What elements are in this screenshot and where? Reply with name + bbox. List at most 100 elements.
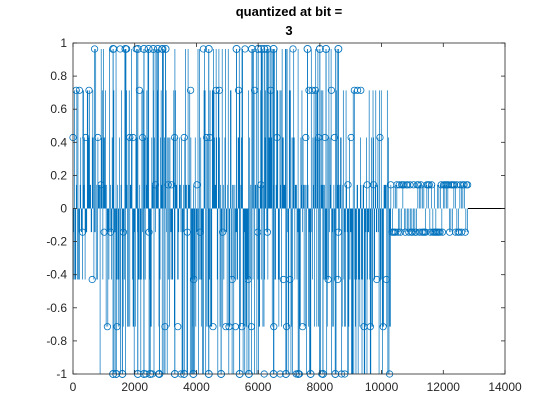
x-tick-label: 8000	[307, 380, 334, 394]
stem-marker	[212, 86, 220, 94]
y-tick-label: -0.8	[46, 334, 67, 348]
stem-marker-extreme	[109, 45, 118, 53]
stem-marker-extreme	[140, 45, 148, 53]
stem-marker	[422, 228, 430, 236]
chart-title-line-2: 3	[285, 23, 292, 38]
stem-marker	[103, 323, 112, 331]
stem-marker	[222, 323, 230, 331]
stem-marker	[228, 275, 236, 284]
stem-marker	[282, 323, 291, 331]
stem-marker	[183, 228, 191, 236]
stem-marker	[174, 323, 182, 331]
stem-lines-segment	[390, 184, 468, 233]
stem-marker	[206, 133, 214, 142]
stem-marker	[273, 133, 281, 142]
stem-marker	[145, 228, 153, 236]
stem-marker	[321, 133, 329, 142]
stem-marker	[461, 228, 469, 236]
stem-marker	[180, 133, 188, 142]
stem-marker	[373, 275, 381, 284]
stem-marker	[394, 228, 402, 236]
stem-marker	[327, 86, 335, 94]
stem-marker-extreme	[334, 45, 343, 53]
stem-marker	[247, 323, 255, 331]
stem-marker	[324, 275, 332, 284]
stem-marker	[238, 323, 246, 331]
stem-marker-extreme	[232, 45, 241, 53]
y-tick-label: -0.6	[46, 301, 67, 315]
stem-marker	[357, 86, 365, 94]
stem-marker	[406, 181, 414, 189]
stem-marker	[113, 323, 121, 331]
stem-marker	[458, 228, 466, 236]
stem-marker	[460, 181, 468, 189]
stem-marker	[199, 45, 207, 53]
x-tick-label: 4000	[183, 380, 210, 394]
stem-marker	[91, 45, 99, 53]
stem-marker	[334, 275, 342, 284]
x-tick-label: 10000	[365, 380, 399, 394]
stem-marker	[263, 228, 271, 236]
stem-marker	[334, 228, 342, 236]
stem-marker	[126, 133, 134, 142]
stem-marker	[396, 228, 405, 236]
stem-marker	[298, 323, 307, 331]
y-tick-label: 0.2	[50, 168, 67, 182]
x-tick-label: 14000	[488, 380, 522, 394]
stem-marker	[88, 275, 96, 284]
stem-marker	[215, 86, 223, 94]
stem-marker	[270, 323, 278, 331]
stem-marker-extreme	[257, 45, 266, 53]
stem-marker	[392, 228, 400, 236]
stem-marker	[119, 228, 128, 236]
stem-marker	[244, 275, 252, 284]
stem-marker	[266, 86, 275, 94]
stem-marker	[196, 228, 204, 236]
x-tick-label: 0	[70, 380, 77, 394]
stem-lines-segment	[338, 90, 391, 374]
stem-marker	[366, 323, 374, 331]
stem-marker-extreme	[204, 45, 213, 53]
stem-marker	[151, 181, 159, 189]
stem-marker-extreme	[248, 45, 256, 53]
stem-marker	[254, 228, 262, 236]
stem-marker	[219, 228, 227, 236]
stem-marker	[251, 86, 259, 94]
stem-marker-extreme	[133, 45, 142, 53]
stem-marker	[438, 228, 447, 236]
y-tick-label: -1	[56, 367, 67, 381]
stem-marker-extreme	[121, 45, 130, 53]
stem-marker	[190, 275, 198, 284]
stem-marker	[286, 275, 294, 284]
y-tick-label: 0.6	[50, 102, 67, 116]
stem-marker	[209, 323, 217, 331]
stem-marker	[97, 181, 105, 189]
stem-marker	[425, 181, 433, 189]
y-tick-label: -0.4	[46, 268, 67, 282]
stem-marker	[302, 133, 310, 142]
axes-box: 0 2000 4000 6000 8000 10000 12000 14000 -1 -0.8 -0…	[46, 36, 522, 394]
stem-marker-extreme	[158, 45, 167, 53]
stem-marker	[330, 133, 339, 142]
stem-marker	[289, 45, 297, 53]
stem-marker	[379, 323, 387, 331]
stem-marker	[344, 181, 352, 189]
stem-marker	[311, 86, 319, 94]
x-tick-label: 6000	[245, 380, 272, 394]
y-tick-label: 1	[60, 36, 67, 50]
stem-marker-extreme	[144, 45, 153, 53]
stem-marker	[395, 181, 403, 189]
stem-marker	[82, 133, 90, 142]
stem-marker-extreme	[153, 45, 162, 53]
stem-marker	[257, 181, 265, 189]
stem-lines-segment	[94, 48, 339, 374]
stem-marker	[308, 86, 316, 94]
stem-marker	[75, 86, 84, 94]
y-tick-label: -0.2	[46, 235, 67, 249]
stem-marker	[139, 133, 147, 142]
stem-marker	[171, 133, 179, 142]
stem-marker	[382, 275, 390, 284]
stem-marker	[408, 228, 417, 236]
